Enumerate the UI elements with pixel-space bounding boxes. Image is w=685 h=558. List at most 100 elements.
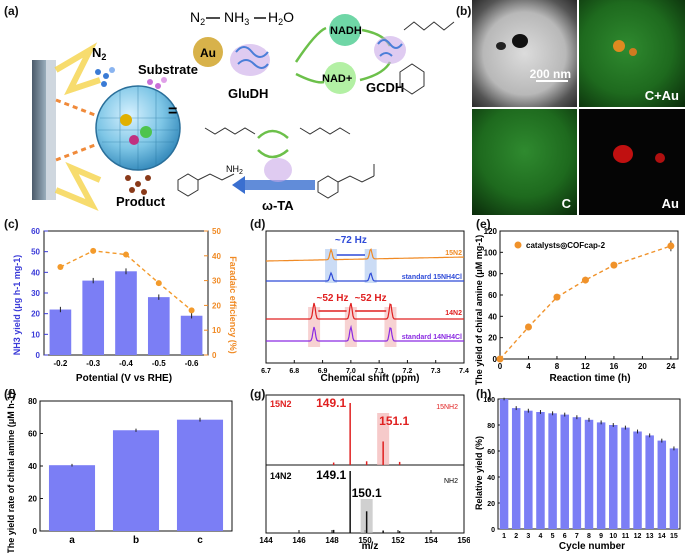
c-ytick-label: 0 [36, 351, 41, 360]
e-ytick-label: 40 [488, 312, 497, 321]
f-bar [48, 465, 96, 531]
h-ytick-label: 60 [487, 449, 495, 456]
g-xtick-label: 150 [358, 536, 372, 545]
c-xlabel: Potential (V vs RHE) [76, 373, 172, 384]
e-xtick-label: 12 [581, 362, 590, 371]
d-xtick-label: 6.9 [318, 368, 328, 375]
em-tile-c: C [472, 109, 577, 215]
product-label: Product [116, 194, 166, 209]
h-ytick-label: 100 [483, 397, 495, 404]
f-ylabel: The yield rate of chiral amine (μM h-1) [6, 392, 16, 553]
h-bar [609, 425, 618, 529]
chart-c: NH3 yield (μg h-1 mg-1) Faradaic efficie… [12, 227, 238, 384]
e-ytick-label: 20 [488, 334, 497, 343]
d-plot-frame [265, 230, 465, 364]
em-tile-haadf: 200 nm [472, 0, 577, 107]
d-trace [266, 247, 465, 262]
h-bar [645, 435, 654, 529]
e-legend-marker [514, 241, 522, 249]
e-point [667, 242, 675, 250]
h-bar [548, 413, 557, 529]
d-xtick-label: 7.2 [403, 368, 413, 375]
h-bar [499, 399, 509, 529]
d-xtick-label: 7.3 [431, 368, 441, 375]
h-xtick-label: 8 [587, 533, 591, 540]
h-bar [560, 414, 569, 529]
e-ytick-label: 0 [493, 355, 498, 364]
e-xtick-label: 0 [498, 362, 503, 371]
c-fe-point [155, 280, 162, 287]
em-label-au: Au [661, 196, 679, 211]
svg-text:NH3: NH3 [224, 9, 249, 27]
d-band-15 [364, 249, 377, 283]
h-xtick-label: 3 [526, 533, 530, 540]
c-ylabel-right: Faradaic efficiency (%) [228, 256, 238, 354]
g-xtick-label: 144 [259, 536, 273, 545]
h-xlabel: Cycle number [559, 541, 625, 552]
c-bar [49, 309, 72, 355]
f-ytick-label: 40 [28, 462, 37, 471]
e-ytick-label: 100 [484, 248, 498, 257]
h-ytick-label: 40 [487, 475, 495, 482]
nadh-circle [329, 14, 361, 46]
panel-b: (b) 200 nm C+Au C Au [456, 0, 685, 215]
d-trace [266, 302, 464, 320]
panel-e: (e) The yield of chiral amine (μM mg-1) … [470, 215, 685, 385]
panel-f: (f) The yield rate of chiral amine (μM h… [0, 385, 240, 554]
h-bar [511, 408, 521, 529]
c-fe-point [90, 247, 97, 254]
c-ytick-label: 10 [31, 330, 40, 339]
svg-text:=: = [168, 103, 177, 120]
g-structure-label-top: 15NH2 [436, 404, 458, 411]
e-ytick-label: 60 [488, 291, 497, 300]
c-y2tick-label: 0 [212, 351, 217, 360]
e-point [581, 276, 589, 284]
e-legend-label: catalysts◎COFcap-2 [526, 241, 606, 250]
g-xtick-label: 152 [391, 536, 405, 545]
d-trace-label: standard 14NH4Cl [402, 334, 462, 341]
h-xtick-label: 10 [609, 533, 617, 540]
e-point [524, 323, 532, 331]
chiral-amine-structure [177, 173, 235, 197]
e-xtick-label: 16 [609, 362, 618, 371]
c-y2tick-label: 20 [212, 301, 221, 310]
em-tile-c-au: C+Au [579, 0, 685, 107]
panel-a-schematic: N2 Substrate Product = Au N2 NH3 H2O Glu… [32, 9, 455, 213]
gluconate-structure [403, 21, 455, 31]
h-xtick-label: 13 [646, 533, 654, 540]
c-xtick-label: -0.6 [185, 359, 199, 368]
svg-text:N2: N2 [190, 9, 205, 27]
panel-d: (d) Chemical shift (ppm) 6.7 6.8 6.9 7.0 7.1… [240, 215, 470, 385]
g-peak-label-bot-main: 149.1 [316, 468, 346, 482]
g-peak-label-bot-iso: 150.1 [352, 486, 382, 500]
d-trace [266, 271, 464, 282]
f-ytick-label: 80 [28, 397, 37, 406]
d-trace [266, 324, 464, 342]
e-ytick-label: 120 [484, 227, 498, 236]
f-xtick-label: b [133, 535, 139, 546]
h-bar [633, 431, 642, 529]
c-xtick-label: -0.5 [152, 359, 166, 368]
svg-text:NH2: NH2 [226, 164, 243, 176]
d-xtick-label: 6.8 [289, 368, 299, 375]
panel-f-label: (f) [4, 387, 16, 401]
h-bar [657, 440, 667, 529]
chart-d: Chemical shift (ppm) 6.7 6.8 6.9 7.0 7.1 7.2 7… [261, 230, 469, 384]
f-xtick-label: a [69, 535, 75, 546]
omega-ta-enzyme [264, 158, 292, 182]
glucono-lactone-structure [399, 63, 425, 95]
e-xtick-label: 20 [638, 362, 647, 371]
gludh-enzyme [230, 44, 270, 76]
au-particle [193, 37, 223, 67]
c-y2tick-label: 10 [212, 326, 221, 335]
h-xtick-label: 15 [670, 533, 678, 540]
d-xtick-label: 7.4 [459, 368, 469, 375]
g-structure-label-bot: NH2 [444, 478, 458, 485]
h-xtick-label: 4 [539, 533, 543, 540]
h-xtick-label: 1 [502, 533, 506, 540]
d-trace-label: standard 15NH4Cl [402, 274, 462, 281]
h-xtick-label: 6 [563, 533, 567, 540]
d-hz52a: ~52 Hz [316, 293, 348, 304]
e-xlabel: Reaction time (h) [549, 373, 630, 384]
d-xtick-label: 7.0 [346, 368, 356, 375]
